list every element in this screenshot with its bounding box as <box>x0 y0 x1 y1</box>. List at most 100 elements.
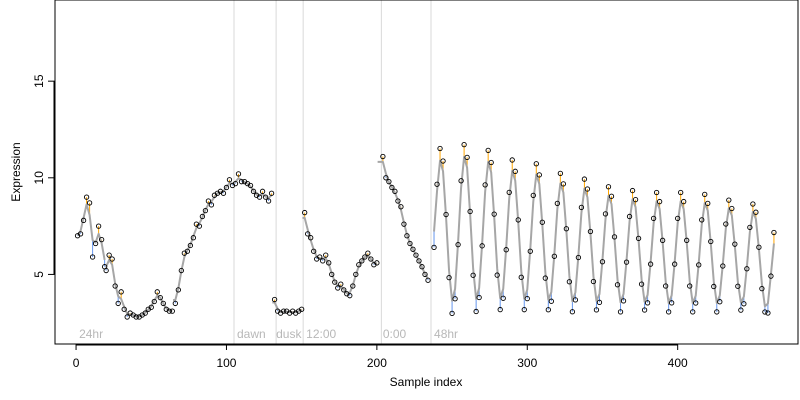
data-point <box>184 248 191 254</box>
data-point <box>431 244 437 250</box>
phase-labels: 24hr dawn dusk 12:00 0:00 48hr <box>79 327 458 341</box>
data-point <box>92 240 99 247</box>
data-point <box>720 263 726 269</box>
data-point <box>365 250 371 256</box>
data-point <box>708 238 714 245</box>
data-point <box>557 170 564 177</box>
data-point <box>311 248 317 254</box>
data-point <box>187 242 194 249</box>
x-tick-label: 100 <box>216 356 236 370</box>
data-point <box>539 219 545 225</box>
data-point <box>575 254 582 261</box>
data-point <box>452 296 458 302</box>
data-point <box>669 300 675 306</box>
data-point <box>109 256 115 262</box>
data-point <box>503 247 509 253</box>
data-point <box>157 294 163 301</box>
data-point <box>323 252 329 258</box>
data-point <box>596 299 603 305</box>
data-point <box>83 194 90 200</box>
data-point <box>705 200 711 207</box>
data-point <box>115 300 121 307</box>
data-point <box>753 209 759 215</box>
data-point <box>569 309 576 315</box>
data-point <box>440 158 446 164</box>
data-point <box>747 224 753 231</box>
data-point <box>169 308 175 314</box>
data-point <box>380 153 386 160</box>
data-point <box>473 308 479 315</box>
data-point <box>341 287 347 293</box>
fit-line-segment <box>105 258 173 318</box>
data-point <box>265 198 272 204</box>
data-point <box>446 274 452 281</box>
data-point <box>280 308 287 314</box>
data-point <box>756 244 762 250</box>
data-point <box>699 217 705 223</box>
data-point <box>112 283 118 289</box>
data-point <box>196 223 203 229</box>
data-point <box>506 189 512 196</box>
data-point <box>623 259 630 265</box>
data-point <box>353 271 359 278</box>
y-tick-label: 15 <box>32 74 46 88</box>
data-point <box>768 273 774 279</box>
data-point <box>644 300 651 306</box>
data-point <box>521 307 527 313</box>
data-point <box>121 306 127 312</box>
data-point <box>335 285 341 291</box>
data-point <box>476 294 482 301</box>
data-point <box>738 307 744 313</box>
data-point <box>329 271 335 278</box>
data-point <box>482 182 488 188</box>
data-point <box>617 309 624 315</box>
data-point <box>317 254 323 260</box>
data-point <box>653 189 660 196</box>
data-point <box>238 179 245 185</box>
data-point <box>205 198 212 204</box>
data-point <box>166 308 172 314</box>
x-axis: 0 100 200 300 400 <box>73 344 688 370</box>
data-point <box>614 282 621 288</box>
data-point <box>362 254 368 260</box>
data-point <box>602 211 609 217</box>
data-point <box>681 198 687 205</box>
data-point <box>398 204 404 210</box>
data-point <box>714 309 720 315</box>
data-point <box>250 188 257 194</box>
data-point <box>271 296 278 303</box>
data-point <box>86 200 93 206</box>
data-point <box>77 231 84 237</box>
data-point <box>711 283 717 290</box>
data-point <box>172 300 178 307</box>
data-point <box>572 297 579 303</box>
data-point <box>581 176 588 182</box>
data-point <box>235 171 242 177</box>
data-point <box>542 275 548 281</box>
data-point <box>404 233 410 239</box>
phase-label: dawn <box>237 327 266 341</box>
data-point <box>584 186 591 192</box>
data-point <box>560 181 567 187</box>
data-point <box>434 181 440 187</box>
data-point <box>95 223 102 229</box>
data-point <box>470 272 476 278</box>
data-point <box>401 221 407 227</box>
data-point <box>386 179 392 185</box>
data-point <box>647 261 654 267</box>
data-point <box>154 289 160 295</box>
data-point <box>389 184 395 191</box>
data-point <box>259 188 266 194</box>
data-point <box>500 295 506 301</box>
data-point <box>635 235 642 242</box>
data-point <box>605 184 612 190</box>
data-point <box>578 204 585 211</box>
data-point <box>771 229 777 236</box>
data-point <box>656 198 663 205</box>
data-point <box>608 193 615 199</box>
data-point <box>512 168 518 174</box>
data-point <box>455 241 461 248</box>
data-point <box>693 300 699 306</box>
data-point <box>554 200 561 206</box>
data-point <box>690 309 696 315</box>
